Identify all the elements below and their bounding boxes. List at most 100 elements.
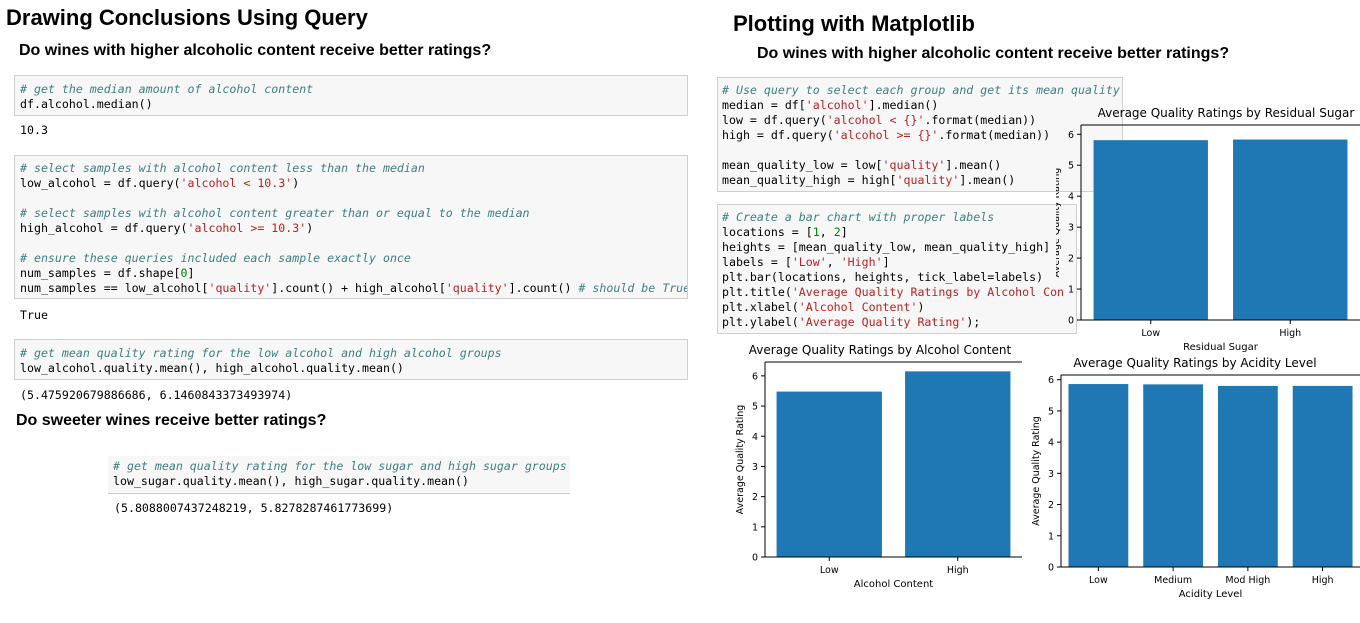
code-comment: # Use query to select each group and get… xyxy=(722,83,1120,97)
code-text: plt.bar(locations, heights, tick_label=l… xyxy=(722,270,1044,284)
code-cell-median[interactable]: # get the median amount of alcohol conte… xyxy=(14,75,688,116)
code-string: 'quality' xyxy=(445,281,509,295)
code-cell-alcohol-means[interactable]: # get mean quality rating for the low al… xyxy=(14,339,688,380)
y-tick-label: 5 xyxy=(1068,161,1074,172)
y-tick-label: 5 xyxy=(752,402,758,413)
code-text: ].count() xyxy=(508,281,579,295)
code-comment: # get the median amount of alcohol conte… xyxy=(20,82,314,96)
code-number: 2 xyxy=(833,225,841,239)
code-cell-group-means[interactable]: # Use query to select each group and get… xyxy=(717,77,1123,192)
code-text: ) xyxy=(292,176,300,190)
chart-bar xyxy=(1143,384,1204,567)
code-text: ].mean() xyxy=(945,158,1002,172)
right-section-title: Plotting with Matplotlib xyxy=(733,11,975,36)
code-text: ] xyxy=(187,266,195,280)
code-text: median = df[ xyxy=(722,98,806,112)
y-tick-label: 0 xyxy=(1068,316,1074,327)
y-tick-label: 2 xyxy=(1048,500,1054,511)
code-string: 'High' xyxy=(840,255,883,269)
code-cell-query-split[interactable]: # select samples with alcohol content le… xyxy=(14,155,688,299)
code-number: 1 xyxy=(812,225,820,239)
y-tick-label: 4 xyxy=(752,432,758,443)
code-text: ) xyxy=(917,300,925,314)
code-text: locations = [ xyxy=(722,225,813,239)
code-text: num_samples = df.shape[ xyxy=(20,266,181,280)
code-text: ) xyxy=(306,221,314,235)
code-line: df.alcohol.median() xyxy=(20,97,153,111)
chart-residual-sugar: Average Quality Ratings by Residual Suga… xyxy=(1056,106,1360,352)
code-text: ] xyxy=(882,255,890,269)
code-text: plt.xlabel( xyxy=(722,300,799,314)
question-alcohol-heading: Do wines with higher alcoholic content r… xyxy=(19,42,492,59)
code-text: mean_quality_high = high[ xyxy=(722,173,897,187)
code-text: low = df.query( xyxy=(722,113,827,127)
y-tick-label: 6 xyxy=(1068,130,1074,141)
code-text: .format(median)) xyxy=(924,113,1037,127)
code-comment: # get mean quality rating for the low su… xyxy=(113,459,567,473)
code-text: ); xyxy=(966,315,981,329)
y-tick-label: 6 xyxy=(1048,375,1054,386)
x-tick-label: High xyxy=(1312,575,1334,586)
code-string: 'alcohol < {}' xyxy=(826,113,925,127)
y-tick-label: 5 xyxy=(1048,406,1054,417)
code-comment: # should be True xyxy=(578,281,688,295)
chart-bar xyxy=(1068,384,1129,567)
code-text: num_samples == low_alcohol[ xyxy=(20,281,209,295)
chart-bar xyxy=(1233,139,1348,320)
code-text: ].median() xyxy=(868,98,939,112)
chart-title: Average Quality Ratings by Alcohol Conte… xyxy=(749,343,1012,357)
cell-output: 10.3 xyxy=(20,123,48,137)
y-tick-label: 3 xyxy=(752,462,758,473)
code-string: 'alcohol >= {}' xyxy=(833,128,939,142)
cell-output: (5.8088007437248219, 5.8278287461773699) xyxy=(114,501,394,515)
y-axis-label: Average Quality Rating xyxy=(1056,168,1062,278)
y-tick-label: 1 xyxy=(752,522,758,533)
code-text: ] xyxy=(840,225,848,239)
chart-bar xyxy=(1217,385,1278,567)
cell-output: True xyxy=(20,308,48,322)
code-text: heights = [mean_quality_low, mean_qualit… xyxy=(722,240,1051,254)
code-string: 'quality' xyxy=(896,173,960,187)
x-tick-label: Low xyxy=(1089,575,1108,586)
left-section-title: Drawing Conclusions Using Query xyxy=(6,5,368,30)
x-tick-label: High xyxy=(1279,328,1301,339)
code-string: 'quality' xyxy=(882,158,946,172)
code-line: low_sugar.quality.mean(), high_sugar.qua… xyxy=(113,474,469,488)
code-number: 0 xyxy=(180,266,188,280)
code-text: , xyxy=(819,225,834,239)
code-cell-sugar-means[interactable]: # get mean quality rating for the low su… xyxy=(108,456,570,494)
code-string: 'Low' xyxy=(791,255,827,269)
code-comment: # Create a bar chart with proper labels xyxy=(722,210,995,224)
y-tick-label: 1 xyxy=(1048,531,1054,542)
chart-bar xyxy=(776,391,882,557)
code-text: high_alcohol = df.query( xyxy=(20,221,188,235)
chart-bar xyxy=(1292,385,1353,567)
code-string: 'alcohol >= 10.3' xyxy=(187,221,307,235)
code-string: 'quality' xyxy=(208,281,272,295)
chart-bar xyxy=(1093,140,1208,320)
code-text: .format(median)) xyxy=(938,128,1051,142)
code-string: 'Alcohol Content' xyxy=(798,300,918,314)
chart-title: Average Quality Ratings by Residual Suga… xyxy=(1098,106,1355,120)
x-axis-label: Residual Sugar xyxy=(1183,342,1259,352)
code-line: low_alcohol.quality.mean(), high_alcohol… xyxy=(20,361,404,375)
code-comment: # ensure these queries included each sam… xyxy=(20,251,411,265)
code-text: plt.title( xyxy=(722,285,792,299)
code-comment: # select samples with alcohol content le… xyxy=(20,161,425,175)
code-string: 'Average Quality Rating' xyxy=(798,315,967,329)
y-tick-label: 4 xyxy=(1048,438,1054,449)
code-text: ].count() + high_alcohol[ xyxy=(271,281,446,295)
y-tick-label: 2 xyxy=(1068,254,1074,265)
y-tick-label: 0 xyxy=(1048,563,1054,574)
chart-title: Average Quality Ratings by Acidity Level xyxy=(1073,356,1316,370)
y-axis-label: Average Quality Rating xyxy=(1031,416,1042,526)
code-text: high = df.query( xyxy=(722,128,834,142)
code-text: labels = [ xyxy=(722,255,792,269)
code-text: plt.ylabel( xyxy=(722,315,799,329)
code-text: ].mean() xyxy=(959,173,1016,187)
y-tick-label: 1 xyxy=(1068,285,1074,296)
x-tick-label: Low xyxy=(1141,328,1160,339)
y-tick-label: 4 xyxy=(1068,192,1074,203)
question-sugar-heading: Do sweeter wines receive better ratings? xyxy=(16,412,327,429)
code-cell-bar-chart[interactable]: # Create a bar chart with proper labels … xyxy=(717,204,1077,334)
